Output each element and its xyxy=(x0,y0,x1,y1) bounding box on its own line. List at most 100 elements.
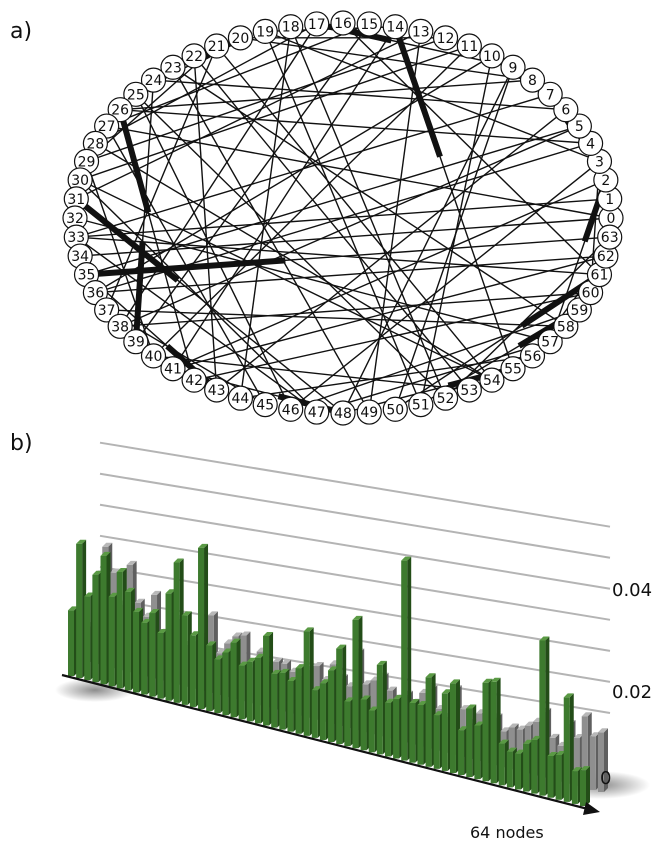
x-axis-line xyxy=(61,673,593,812)
node-circle xyxy=(456,377,482,403)
edge xyxy=(172,66,567,327)
node-43: 43 xyxy=(204,377,230,403)
edge xyxy=(76,236,600,276)
node-label: 13 xyxy=(412,24,430,40)
x-axis-label: 64 nodes xyxy=(470,823,544,842)
node-37: 37 xyxy=(94,297,120,323)
node-label: 35 xyxy=(78,268,96,284)
node-40: 40 xyxy=(140,343,167,369)
node-circle xyxy=(181,43,207,69)
node-label: 38 xyxy=(111,319,129,335)
edge xyxy=(193,55,218,391)
node-circle xyxy=(408,18,434,44)
edge xyxy=(172,179,607,370)
node-14: 14 xyxy=(382,14,408,40)
node-label: 37 xyxy=(98,303,116,319)
edge xyxy=(240,37,533,81)
node-label: 41 xyxy=(164,362,182,378)
node-circle xyxy=(553,313,579,339)
node-26: 26 xyxy=(107,97,133,123)
node-label: 1 xyxy=(605,192,614,208)
node-label: 53 xyxy=(460,383,478,399)
node-circle xyxy=(123,81,149,107)
node-label: 10 xyxy=(483,49,501,65)
node-label: 31 xyxy=(67,192,85,208)
node-circle xyxy=(537,81,563,107)
edge xyxy=(216,109,567,391)
node-label: 52 xyxy=(437,391,455,407)
node-circle xyxy=(479,367,505,393)
node-label: 58 xyxy=(557,319,575,335)
node-label: 12 xyxy=(437,31,455,47)
node-52: 52 xyxy=(432,385,459,411)
node-circle xyxy=(107,97,133,123)
node-label: 3 xyxy=(595,154,604,170)
node-label: 5 xyxy=(575,119,584,135)
node-label: 40 xyxy=(145,349,163,365)
edge xyxy=(239,26,292,399)
node-label: 0 xyxy=(607,211,616,227)
edge xyxy=(342,22,600,276)
node-circle xyxy=(123,329,149,355)
edge xyxy=(316,341,551,413)
node-label: 51 xyxy=(412,398,430,414)
edge-strong xyxy=(86,257,286,278)
node-16: 16 xyxy=(330,10,356,36)
node-label: 39 xyxy=(127,335,145,351)
node-label: 55 xyxy=(504,362,522,378)
network-nodes: 0123456789101112131415161718192021222324… xyxy=(62,10,624,426)
edge xyxy=(135,93,292,410)
node-63: 63 xyxy=(597,224,623,250)
edge xyxy=(342,66,514,414)
node-label: 9 xyxy=(509,60,518,76)
node-7: 7 xyxy=(537,81,563,107)
node-51: 51 xyxy=(408,392,434,418)
node-31: 31 xyxy=(63,186,89,212)
node-label: 50 xyxy=(386,402,404,418)
node-circle xyxy=(304,11,330,37)
node-label: 6 xyxy=(561,103,570,119)
edge xyxy=(106,23,370,127)
node-circle xyxy=(519,67,546,93)
edge-strong xyxy=(117,108,152,214)
node-label: 2 xyxy=(601,173,610,189)
y-tick-label: 0.02 xyxy=(612,682,652,703)
node-label: 43 xyxy=(208,383,226,399)
node-label: 11 xyxy=(460,39,478,55)
node-label: 45 xyxy=(256,398,274,414)
node-38: 38 xyxy=(107,313,133,339)
edge xyxy=(264,31,422,405)
node-circle xyxy=(356,11,382,37)
chart-bars xyxy=(68,539,608,806)
node-circle xyxy=(278,14,304,40)
node-55: 55 xyxy=(500,356,526,382)
node-58: 58 xyxy=(553,313,579,339)
node-11: 11 xyxy=(456,33,482,59)
edge xyxy=(95,55,493,294)
node-label: 62 xyxy=(597,249,615,265)
node-39: 39 xyxy=(123,329,149,355)
node-circle xyxy=(330,400,356,426)
node-circle xyxy=(356,399,382,425)
node-label: 17 xyxy=(308,17,326,33)
panel-a-label: a) xyxy=(10,19,32,44)
node-label: 63 xyxy=(601,230,619,246)
node-circle xyxy=(382,396,408,422)
node-circle xyxy=(204,377,230,403)
node-circle xyxy=(140,67,167,93)
node-24: 24 xyxy=(140,67,167,93)
node-label: 4 xyxy=(586,136,595,152)
node-45: 45 xyxy=(252,392,278,418)
edge xyxy=(75,30,422,200)
node-label: 14 xyxy=(386,20,404,36)
edge xyxy=(153,79,566,111)
node-circle xyxy=(456,33,482,59)
node-circle xyxy=(140,343,167,369)
node-circle xyxy=(204,33,230,59)
node-10: 10 xyxy=(479,43,505,69)
edge xyxy=(86,125,580,276)
edge xyxy=(193,291,591,381)
node-47: 47 xyxy=(304,399,330,425)
